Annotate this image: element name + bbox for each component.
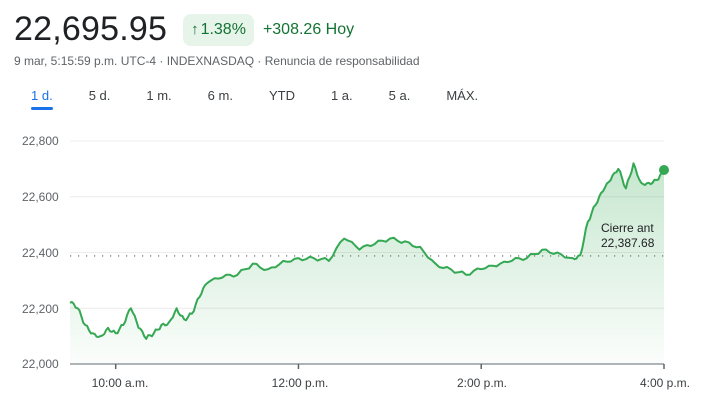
chart-plot-area[interactable] — [0, 120, 704, 402]
previous-close-annotation: Cierre ant 22,387.68 — [601, 221, 654, 251]
change-percent-badge: ↑ 1.38% — [183, 13, 254, 46]
tab-5y[interactable]: 5 a. — [388, 88, 411, 103]
change-absolute: +308.26 Hoy — [262, 20, 355, 38]
current-price: 22,695.95 — [14, 10, 168, 48]
y-tick-label: 22,400 — [22, 246, 59, 260]
previous-close-label: Cierre ant — [601, 221, 654, 235]
quote-meta: 9 mar, 5:15:59 p.m. UTC-4 · INDEXNASDAQ … — [14, 54, 420, 68]
price-line — [69, 162, 665, 340]
y-tick-label: 22,800 — [22, 134, 59, 148]
price-chart[interactable]: 22,800 22,600 22,400 22,200 22,000 10:00… — [0, 120, 704, 402]
y-tick-label: 22,600 — [22, 190, 59, 204]
tab-1d[interactable]: 1 d. — [22, 88, 62, 114]
arrow-up-icon: ↑ — [191, 21, 199, 38]
tab-5d[interactable]: 5 d. — [88, 88, 111, 103]
range-tabs: 1 d. 5 d. 1 m. 6 m. YTD 1 a. 5 a. MÁX. — [22, 88, 505, 114]
x-tick-label: 10:00 a.m. — [91, 376, 149, 390]
y-tick-label: 22,200 — [22, 302, 59, 316]
change-percent: 1.38% — [200, 20, 246, 38]
price-area — [70, 163, 664, 364]
tab-max[interactable]: MÁX. — [446, 88, 479, 103]
x-tick-label: 12:00 p.m. — [271, 376, 329, 390]
price-row: 22,695.95 ↑ 1.38% +308.26 Hoy — [14, 10, 354, 49]
x-axis-ticks — [114, 364, 665, 369]
current-price-dot — [659, 165, 669, 176]
tab-6m[interactable]: 6 m. — [207, 88, 233, 103]
tab-1m[interactable]: 1 m. — [146, 88, 172, 103]
tab-1y[interactable]: 1 a. — [330, 88, 353, 103]
previous-close-value: 22,387.68 — [601, 236, 655, 250]
x-tick-label: 4:00 p.m. — [639, 376, 691, 390]
x-tick-label: 2:00 p.m. — [456, 376, 508, 390]
y-tick-label: 22,000 — [22, 357, 59, 371]
tab-ytd[interactable]: YTD — [268, 88, 295, 103]
